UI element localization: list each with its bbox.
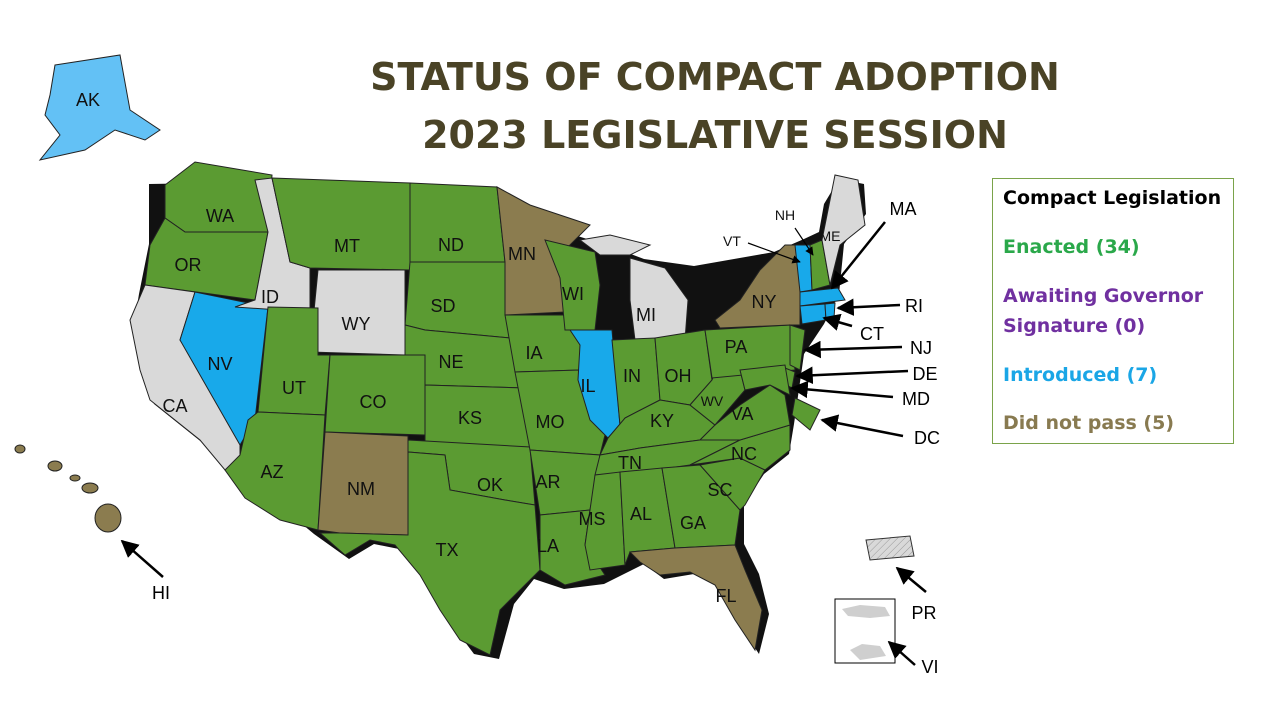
callout-hi: HI bbox=[152, 583, 170, 603]
label-ak: AK bbox=[76, 90, 100, 110]
label-in: IN bbox=[623, 366, 641, 386]
label-ms: MS bbox=[579, 509, 606, 529]
legend-enacted: Enacted (34) bbox=[1003, 236, 1140, 258]
legend: Compact Legislation Enacted (34) Awaitin… bbox=[992, 178, 1234, 444]
state-md bbox=[739, 364, 791, 396]
label-mi: MI bbox=[636, 305, 656, 325]
label-ne: NE bbox=[438, 352, 463, 372]
label-la: LA bbox=[537, 536, 559, 556]
callout-md: MD bbox=[902, 389, 930, 409]
title-line-2: 2023 LEGISLATIVE SESSION bbox=[422, 113, 1008, 157]
label-mn: MN bbox=[508, 244, 536, 264]
label-ca: CA bbox=[162, 396, 187, 416]
callout-dc: DC bbox=[914, 428, 940, 448]
label-sc: SC bbox=[707, 480, 732, 500]
callout-pr: PR bbox=[911, 603, 936, 623]
label-ia: IA bbox=[525, 343, 542, 363]
state-labels: WA OR CA NV ID MT WY UT AZ CO NM ND SD N… bbox=[76, 90, 841, 606]
label-nm: NM bbox=[347, 479, 375, 499]
arrow-nh bbox=[794, 227, 814, 256]
label-nc: NC bbox=[731, 444, 757, 464]
legend-awaiting-line-1: Awaiting Governor bbox=[1003, 285, 1204, 307]
label-ks: KS bbox=[458, 408, 482, 428]
title-line-1: STATUS OF COMPACT ADOPTION bbox=[370, 55, 1060, 99]
label-wa: WA bbox=[206, 206, 234, 226]
state-me bbox=[821, 174, 866, 286]
state-hi bbox=[14, 444, 122, 533]
state-fl bbox=[628, 544, 763, 652]
arrow-nj bbox=[803, 340, 903, 359]
label-il: IL bbox=[580, 376, 595, 396]
legend-introduced: Introduced (7) bbox=[1003, 364, 1158, 386]
callout-vi: VI bbox=[921, 657, 938, 677]
arrow-dc bbox=[820, 414, 904, 438]
label-wy: WY bbox=[342, 314, 371, 334]
label-ar: AR bbox=[535, 472, 560, 492]
state-shapes bbox=[14, 54, 866, 656]
state-ga bbox=[661, 464, 741, 549]
state-az bbox=[224, 411, 326, 531]
state-mi-up bbox=[578, 234, 652, 256]
label-va: VA bbox=[731, 404, 754, 424]
label-al: AL bbox=[630, 504, 652, 524]
callout-de: DE bbox=[912, 364, 937, 384]
callout-ri: RI bbox=[905, 296, 923, 316]
map-title: STATUS OF COMPACT ADOPTION 2023 LEGISLAT… bbox=[300, 48, 1130, 164]
state-wy bbox=[309, 269, 406, 356]
label-tx: TX bbox=[435, 540, 458, 560]
label-id: ID bbox=[261, 287, 279, 307]
arrow-vt bbox=[747, 242, 801, 264]
label-sd: SD bbox=[430, 296, 455, 316]
label-wv: WV bbox=[701, 393, 724, 409]
arrow-ct bbox=[822, 313, 853, 331]
territory-pr bbox=[865, 535, 915, 561]
label-fl: FL bbox=[715, 586, 736, 606]
callout-nh: NH bbox=[775, 207, 795, 223]
legend-not-passed: Did not pass (5) bbox=[1003, 412, 1175, 434]
state-va bbox=[698, 384, 791, 441]
arrow-pr bbox=[895, 566, 927, 593]
state-dc bbox=[791, 397, 821, 431]
callout-ct: CT bbox=[860, 324, 884, 344]
arrow-vi bbox=[887, 640, 916, 666]
label-tn: TN bbox=[618, 453, 642, 473]
state-sd bbox=[404, 261, 511, 339]
arrow-ma bbox=[830, 221, 886, 290]
label-pa: PA bbox=[725, 337, 748, 357]
label-nd: ND bbox=[438, 235, 464, 255]
callout-arrows bbox=[120, 221, 927, 666]
legend-heading: Compact Legislation bbox=[1003, 187, 1222, 209]
state-nj bbox=[789, 324, 806, 371]
label-az: AZ bbox=[260, 462, 283, 482]
label-wi: WI bbox=[562, 284, 584, 304]
state-tx bbox=[318, 451, 541, 656]
arrow-hi bbox=[120, 539, 164, 578]
legend-awaiting-line-2: Signature (0) bbox=[1003, 315, 1146, 337]
label-ny: NY bbox=[751, 292, 776, 312]
label-co: CO bbox=[360, 392, 387, 412]
arrow-de bbox=[795, 366, 909, 385]
label-mt: MT bbox=[334, 236, 360, 256]
callout-vt: VT bbox=[723, 233, 741, 249]
label-ky: KY bbox=[650, 411, 674, 431]
label-me: ME bbox=[820, 228, 841, 244]
callout-labels: NH VT MA RI CT NJ DE MD DC HI PR VI bbox=[152, 199, 940, 677]
state-ak bbox=[38, 54, 161, 161]
label-nv: NV bbox=[207, 354, 232, 374]
arrow-ri bbox=[836, 298, 901, 316]
label-or: OR bbox=[175, 255, 202, 275]
state-ct bbox=[799, 303, 827, 325]
callout-ma: MA bbox=[890, 199, 917, 219]
label-oh: OH bbox=[665, 366, 692, 386]
label-mo: MO bbox=[536, 412, 565, 432]
callout-nj: NJ bbox=[910, 338, 932, 358]
arrow-md bbox=[790, 380, 894, 399]
territory-vi-bottom bbox=[850, 644, 886, 660]
label-ut: UT bbox=[282, 378, 306, 398]
state-mt bbox=[271, 177, 411, 271]
label-ga: GA bbox=[680, 513, 706, 533]
territory-vi-top bbox=[842, 605, 890, 618]
label-ok: OK bbox=[477, 475, 503, 495]
